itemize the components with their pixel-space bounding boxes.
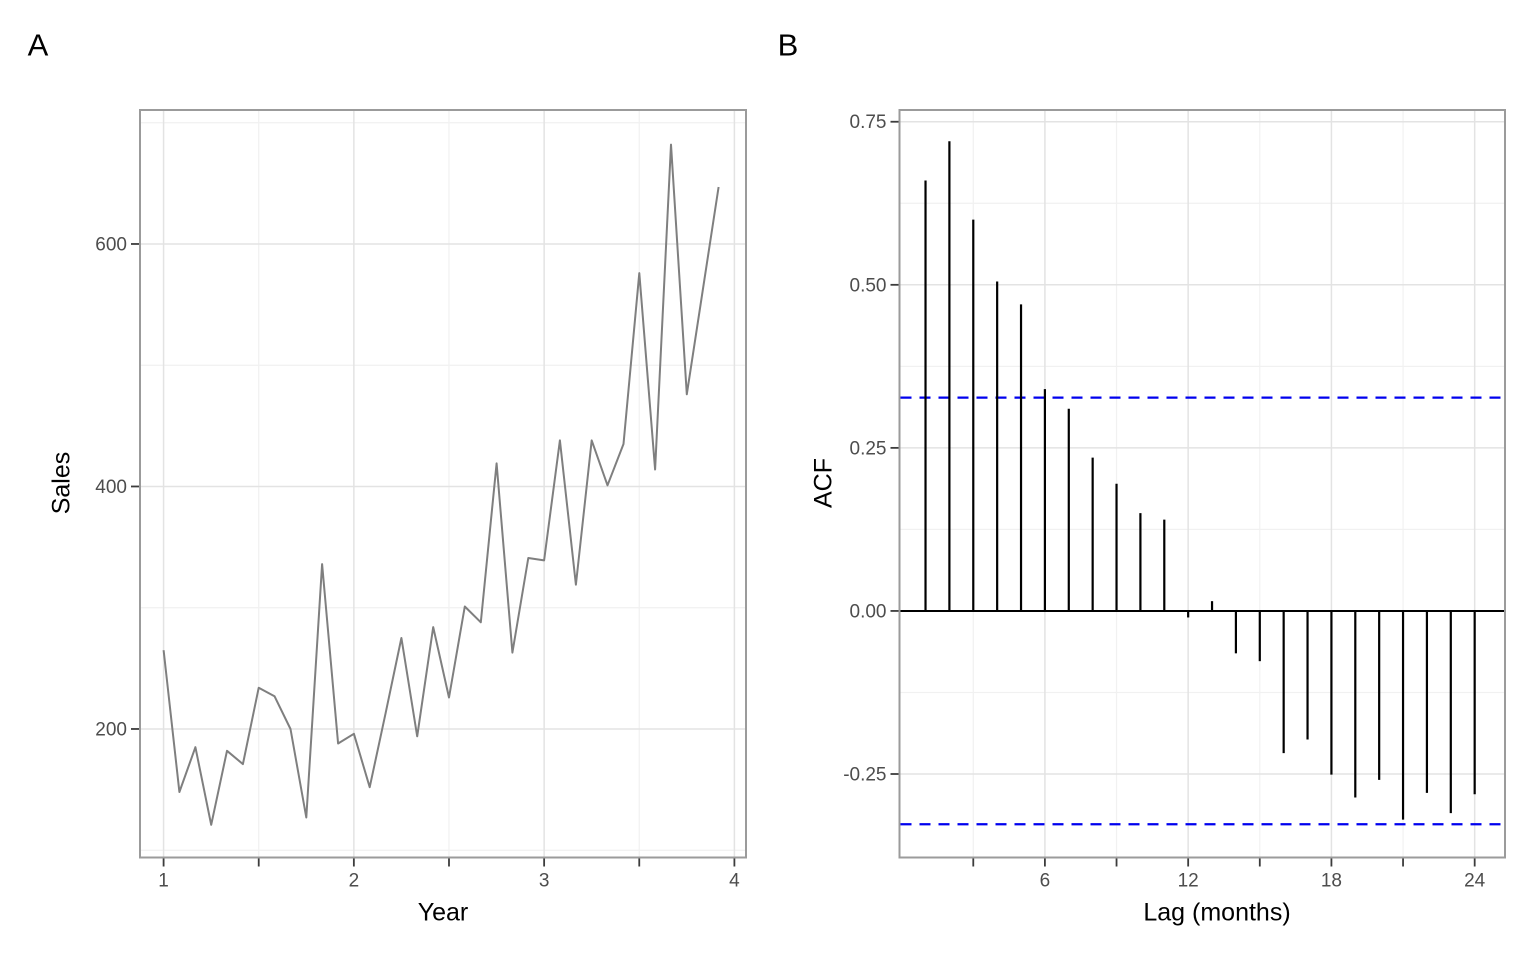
panel-b-axis-ticks: [890, 120, 1476, 867]
panel-a-x-axis-title: Year: [417, 898, 469, 927]
panel-b-y-tick-label: -0.25: [843, 765, 886, 786]
panel-b-x-tick-label: 12: [1178, 871, 1199, 892]
panel-a-x-tick-label: 2: [349, 871, 360, 892]
panel-b-x-tick-label: 18: [1321, 871, 1342, 892]
panel-b-y-axis-title: ACF: [809, 458, 838, 508]
panel-a-y-axis-title: Sales: [47, 451, 76, 515]
panel-b-grid-major: [899, 110, 1505, 858]
panel-b-x-tick-label: 6: [1040, 871, 1051, 892]
panel-b-x-axis-title: Lag (months): [1143, 898, 1291, 927]
panel-a-x-tick-label: 4: [729, 871, 740, 892]
panel-a-y-tick-label: 600: [95, 234, 127, 255]
panel-b-y-tick-label: 0.25: [850, 438, 887, 459]
panel-b-tag: B: [777, 27, 799, 63]
panel-b-y-tick-label: 0.50: [850, 275, 887, 296]
panel-b-y-tick-labels: 0.75 0.50 0.25 0.00 -0.25: [843, 112, 886, 785]
panel-b-x-tick-labels: 6 12 18 24: [1040, 871, 1486, 892]
panel-b-chart-area: 6 12 18 24 0.75 0.50 0.25 0.00 -0.25: [843, 109, 1506, 892]
panel-b-border: [898, 109, 1506, 859]
panel-a-chart-area: 1 2 3 4 200 400 600: [95, 109, 747, 892]
sales-series-line: [162, 143, 720, 826]
panel-a-y-tick-label: 400: [95, 477, 127, 498]
panel-a-y-tick-labels: 200 400 600: [95, 234, 127, 740]
panel-a-x-tick-labels: 1 2 3 4: [158, 871, 740, 892]
panel-b-grid-minor: [899, 110, 1505, 858]
panel-a-grid-major: [140, 110, 746, 858]
panel-a-x-tick-label: 1: [158, 871, 169, 892]
panel-b-x-tick-label: 24: [1464, 871, 1486, 892]
panel-a-y-tick-label: 200: [95, 719, 127, 740]
panel-a-grid-minor: [140, 110, 746, 858]
panel-a-axis-ticks: [131, 243, 736, 867]
panel-a-tag: A: [27, 27, 49, 63]
panel-a-x-tick-label: 3: [539, 871, 550, 892]
panel-b-y-tick-label: 0.75: [850, 112, 887, 133]
acf-bars: [924, 141, 1476, 820]
panel-a-border: [139, 109, 747, 859]
panel-b-y-tick-label: 0.00: [850, 601, 887, 622]
